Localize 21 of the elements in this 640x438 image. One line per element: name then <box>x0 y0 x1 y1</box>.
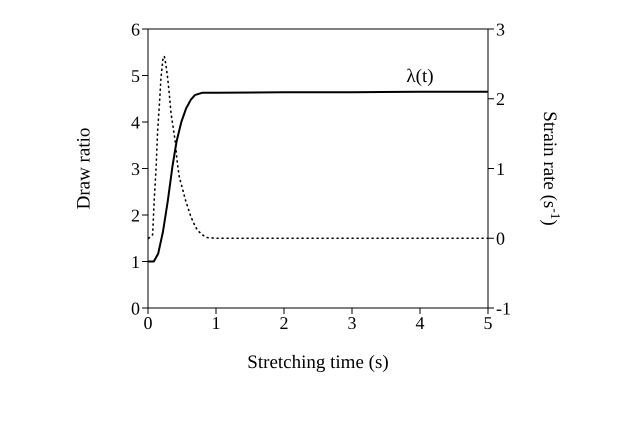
series-label: λ(t) <box>406 66 434 87</box>
x-tick-label: 2 <box>280 312 288 333</box>
y2-tick-label: 1 <box>496 158 505 179</box>
y-tick-label: 6 <box>131 19 140 40</box>
y-tick-label: 5 <box>131 66 140 86</box>
x-tick-label: 1 <box>212 312 220 333</box>
y2-tick-label: -1 <box>496 298 511 318</box>
y-tick-label: 3 <box>131 158 140 179</box>
x-tick-label: 3 <box>348 312 356 333</box>
y2-tick-label: 0 <box>496 228 505 249</box>
x-tick-label: 0 <box>144 312 152 333</box>
y-tick-label: 1 <box>131 252 140 272</box>
y-tick-label: 0 <box>131 298 140 318</box>
x-axis-title: Stretching time (s) <box>247 352 389 373</box>
x-tick-label: 4 <box>416 312 424 333</box>
x-tick-label: 5 <box>484 312 492 333</box>
y2-tick-label: 3 <box>496 19 505 40</box>
y2-tick-label: 2 <box>496 89 505 110</box>
y-tick-label: 2 <box>131 205 140 226</box>
y-axis-title: Draw ratio <box>74 128 95 210</box>
y-tick-label: 4 <box>131 112 140 132</box>
